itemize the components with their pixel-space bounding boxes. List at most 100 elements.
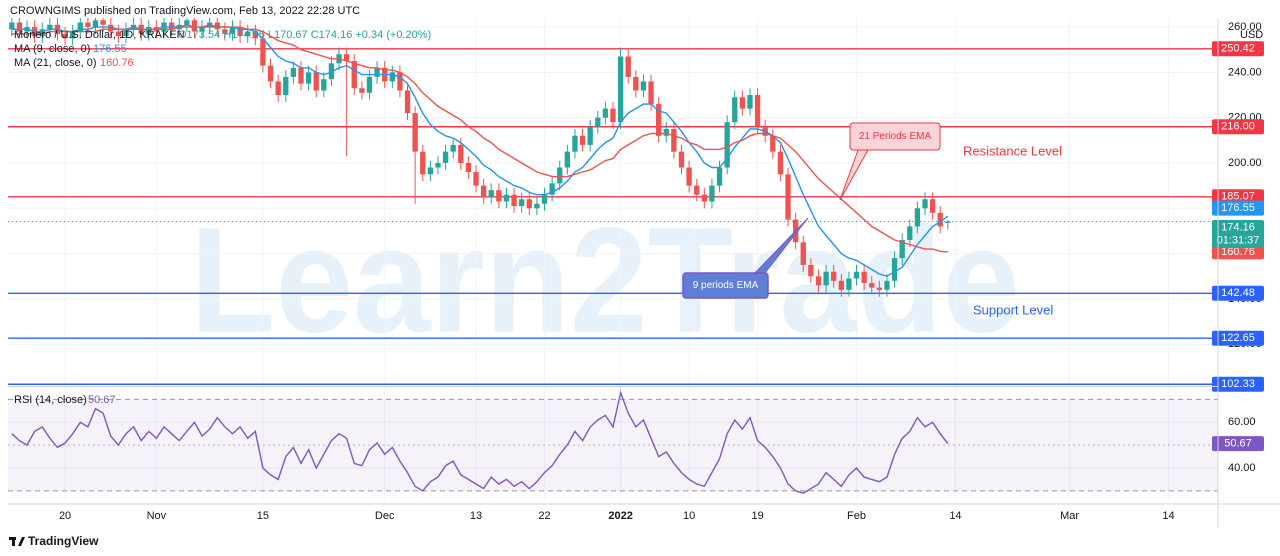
price-label: 250.42: [1221, 43, 1255, 55]
price-label-box: [1212, 436, 1264, 452]
candle-body: [945, 221, 951, 223]
price-label: 174.16: [1221, 221, 1255, 233]
price-label-box: [1212, 220, 1264, 249]
candle-body: [343, 54, 350, 62]
price-label-box: [1212, 376, 1264, 392]
candle-body: [671, 129, 677, 152]
candle-body: [770, 135, 776, 152]
legend-value: 176.55: [93, 43, 127, 55]
price-label: 102.33: [1221, 378, 1255, 390]
candle-body: [754, 95, 761, 127]
candle-body: [815, 276, 822, 286]
y-tick-label: 240.00: [1228, 66, 1262, 78]
candle-body: [359, 88, 365, 93]
candle-body: [716, 167, 723, 186]
candle-body: [442, 151, 449, 163]
candle-body: [115, 31, 122, 37]
candle-body: [146, 27, 152, 34]
candle-body: [488, 190, 494, 197]
candle-body: [496, 190, 502, 202]
x-tick-label: 19: [751, 510, 763, 522]
candle-body: [899, 240, 905, 259]
candle-body: [62, 33, 68, 39]
legend-entry: RSI (14, close): [14, 394, 87, 406]
candle-body: [617, 56, 624, 123]
candle-body: [275, 81, 281, 96]
candle-body: [777, 151, 784, 175]
candle-body: [853, 271, 860, 279]
candle-body: [526, 199, 532, 209]
x-tick-label: 15: [257, 510, 269, 522]
candle-body: [420, 151, 426, 175]
callout-box: [849, 122, 941, 151]
candle-body: [724, 122, 730, 168]
candle-body: [884, 280, 890, 290]
candle-body: [800, 242, 806, 265]
candle-body: [732, 97, 738, 123]
tradingview-logo: [9, 537, 25, 546]
candle-body: [869, 283, 875, 288]
candle-body: [861, 271, 867, 284]
candle-body: [92, 20, 99, 28]
candle-body: [891, 258, 898, 281]
candle-body: [404, 90, 411, 114]
candle-body: [602, 108, 609, 118]
candle-body: [465, 162, 472, 173]
candle-body: [412, 113, 418, 152]
candle-body: [564, 151, 571, 168]
series-line: [11, 26, 948, 253]
candle-body: [823, 271, 829, 286]
candle-body: [366, 76, 373, 93]
price-label-box: [1212, 41, 1264, 57]
candle-body: [648, 81, 654, 105]
candle-body: [305, 72, 312, 84]
candle-body: [709, 185, 715, 202]
x-tick-label: 14: [949, 510, 961, 522]
y-tick-label: 60.00: [1228, 416, 1256, 428]
legend-ohlc: O173.54 H174.95 L170.67 C174.16 +0.34 (+…: [178, 29, 431, 41]
candle-body: [655, 104, 662, 136]
x-tick-label: 13: [470, 510, 482, 522]
price-label-box: [1212, 244, 1264, 260]
price-label: 122.65: [1221, 332, 1255, 344]
series-line: [11, 390, 949, 494]
candle-body: [473, 172, 479, 186]
candle-body: [108, 24, 114, 32]
candle-body: [831, 271, 837, 281]
candle-body: [100, 20, 106, 25]
callout-box: [682, 272, 769, 299]
candle-body: [70, 31, 76, 39]
candle-body: [39, 29, 45, 37]
price-label-box: [1212, 200, 1264, 216]
candle-body: [222, 29, 228, 34]
candle-body: [123, 29, 129, 37]
background-layer: Learn2Trade260.00240.00220.00200.00180.0…: [64, 18, 1263, 500]
candle-body: [914, 208, 921, 227]
footer: TradingView: [28, 534, 99, 548]
x-tick-label: 10: [683, 510, 695, 522]
candle-body: [267, 65, 274, 82]
candle-body: [534, 203, 540, 209]
legend-value: 50.67: [88, 394, 116, 406]
candle-body: [458, 144, 464, 163]
candle-body: [503, 194, 510, 202]
candle-body: [351, 61, 357, 89]
candle-body: [579, 135, 586, 145]
price-pane: [8, 18, 1218, 385]
candle-body: [298, 67, 304, 84]
candle-body: [47, 24, 53, 30]
candle-body: [595, 117, 601, 127]
candle-body: [191, 20, 198, 32]
candle-body: [701, 194, 707, 202]
watermark: Learn2Trade: [190, 196, 1020, 364]
candle-body: [237, 27, 243, 37]
candle-body: [686, 167, 692, 186]
callout-tail: [754, 217, 809, 274]
y-tick-label: 200.00: [1228, 157, 1262, 169]
candle-body: [785, 174, 791, 220]
candle-body: [389, 72, 395, 82]
header: CROWNGIMS published on TradingView.com, …: [10, 5, 360, 17]
rsi-pane: [8, 390, 1218, 494]
